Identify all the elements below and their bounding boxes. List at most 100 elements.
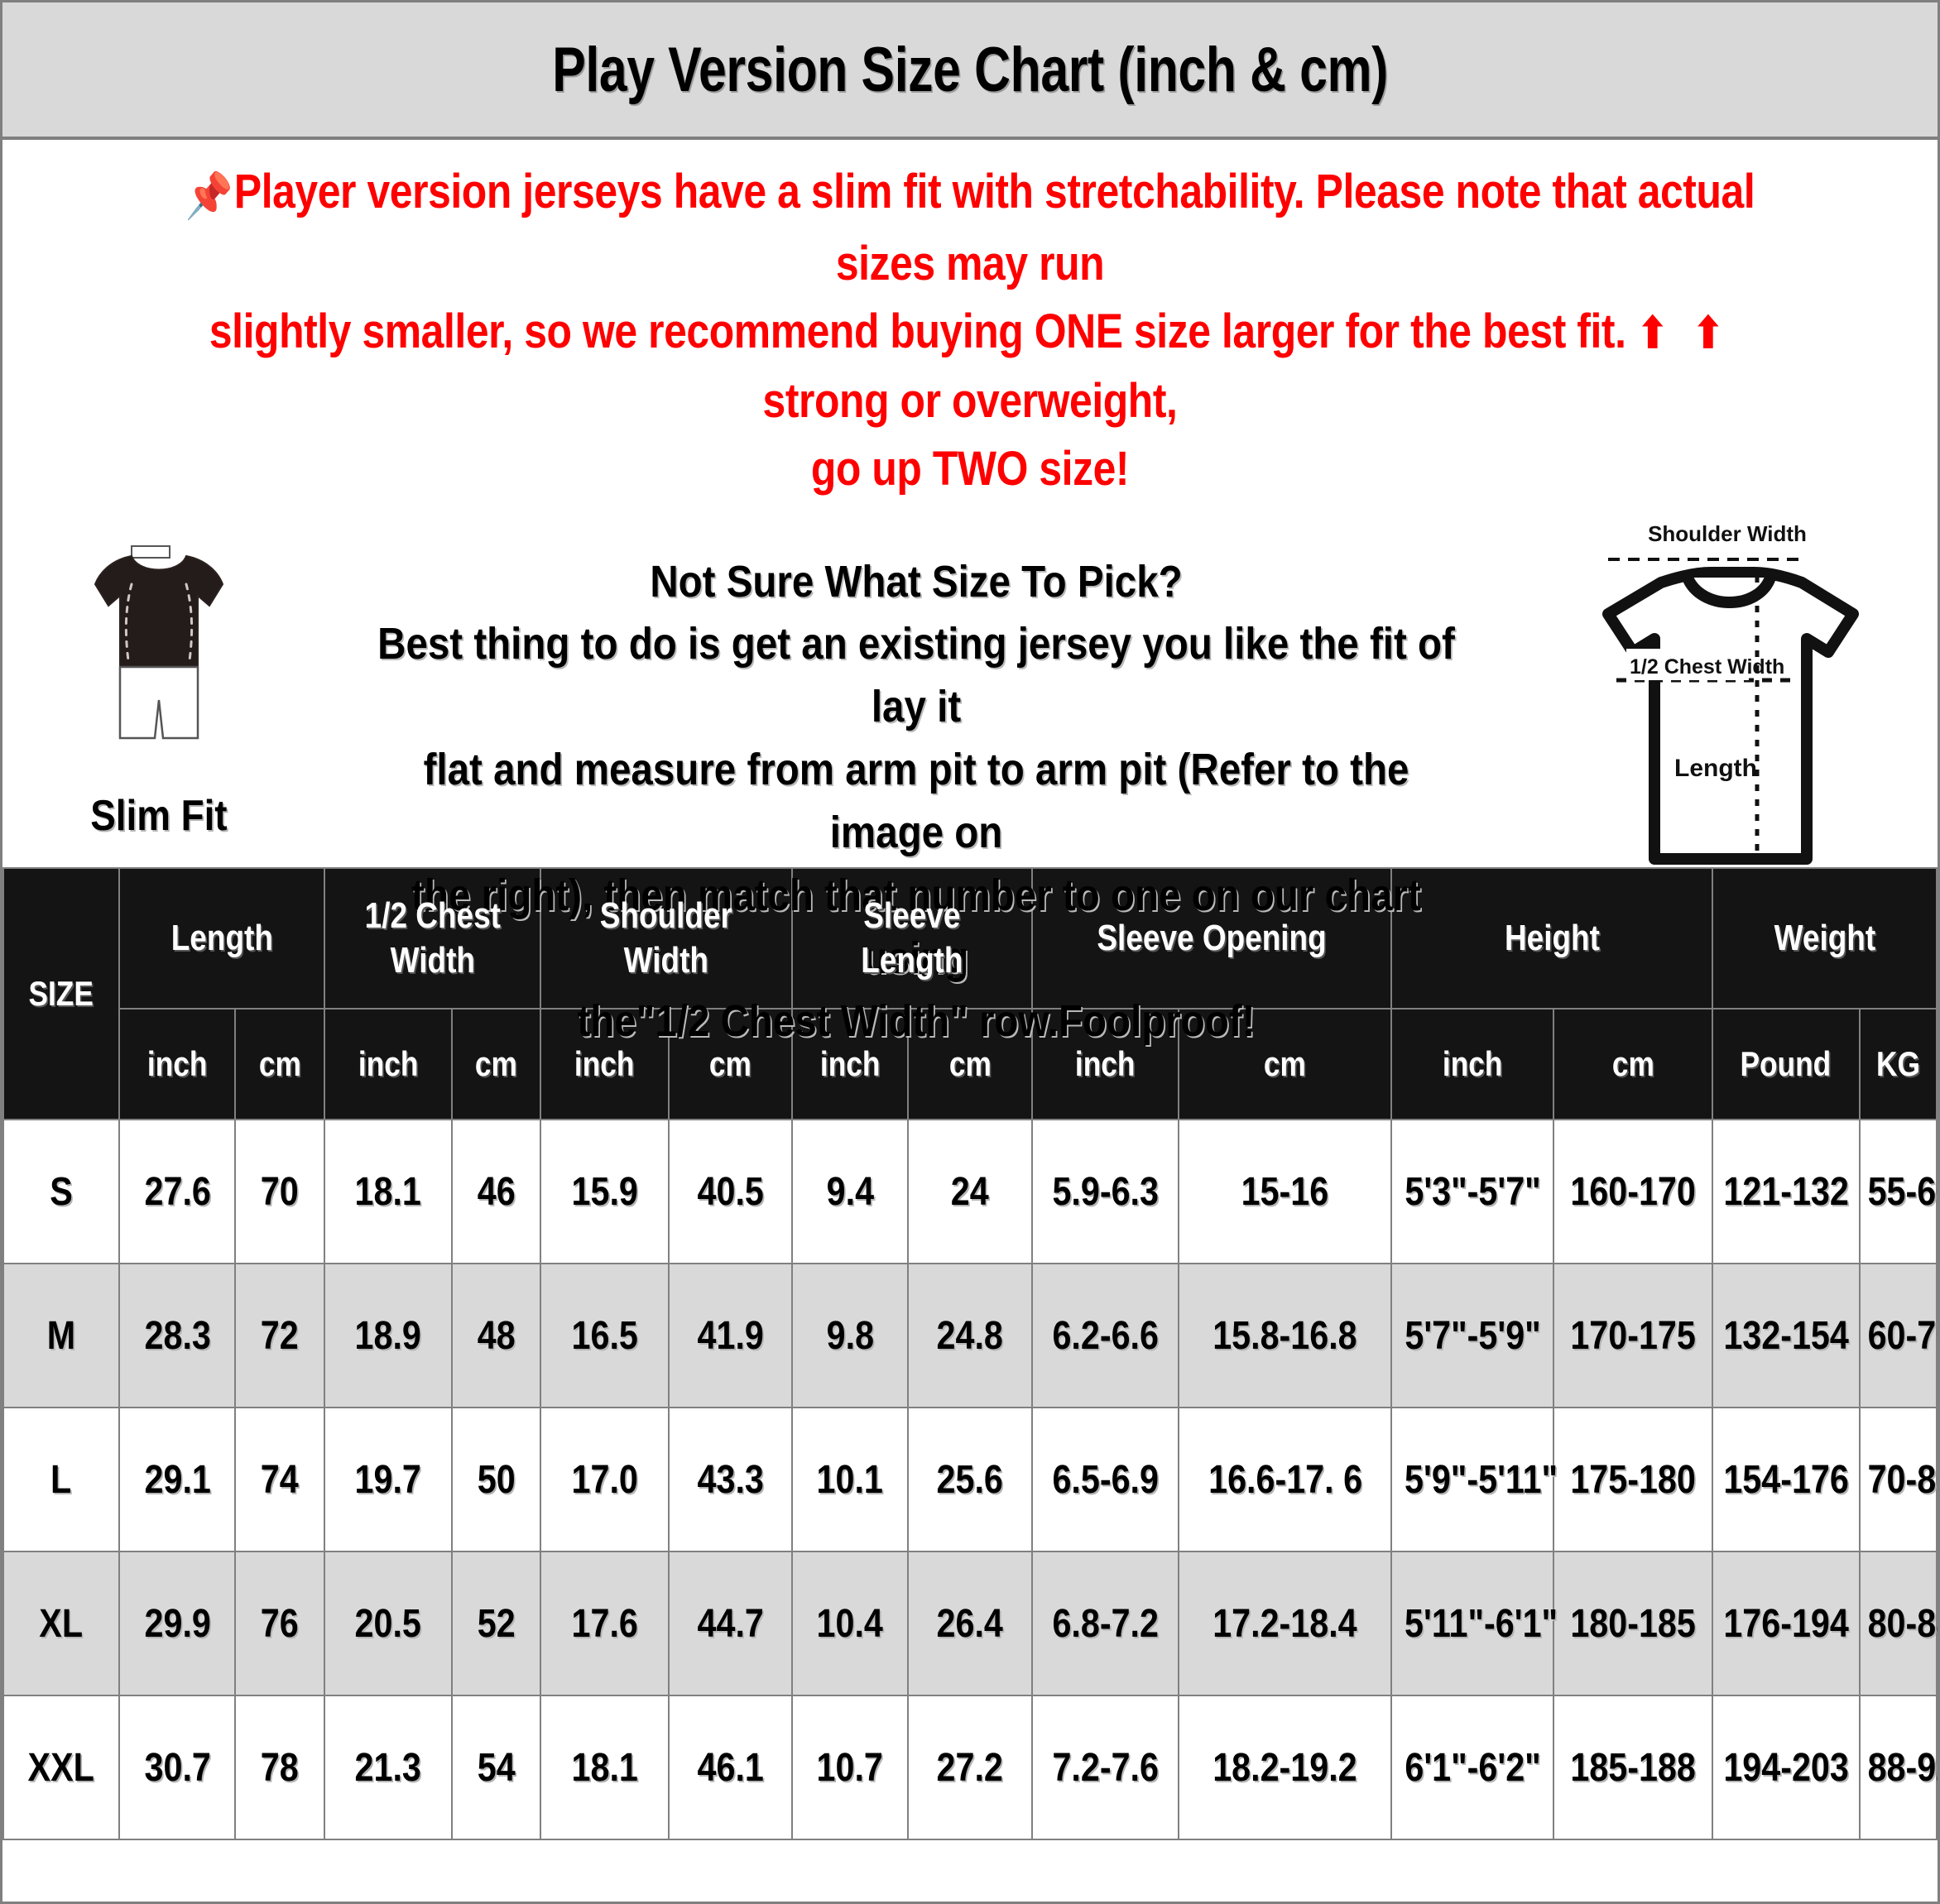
cell-measurement: 17.2-18.4 [1178,1551,1393,1696]
size-value: M [46,1313,76,1358]
cell-measurement: 9.4 [791,1119,910,1264]
cell-measurement: 44.7 [667,1551,794,1696]
measurement-value: 55-60 [1867,1169,1938,1214]
cell-measurement: 29.9 [118,1551,237,1696]
tshirt-icon: Shoulder Width 1/2 Chest Width Length [1602,521,1859,865]
cell-size: XL [2,1551,121,1696]
measurement-value: 30.7 [144,1745,211,1790]
measurement-value: 29.1 [144,1457,211,1502]
slim-fit-label: Slim Fit [90,792,228,840]
notice-line-3: go up TWO size! [810,442,1130,496]
cell-measurement: 27.6 [118,1119,237,1264]
measurement-value: 185-188 [1570,1745,1696,1790]
measurement-value: 5'11"-6'1" [1405,1601,1558,1646]
cell-measurement: 6.8-7.2 [1030,1551,1180,1696]
measurement-value: 175-180 [1570,1457,1696,1502]
cell-measurement: 52 [450,1551,542,1696]
cell-measurement: 6'1"-6'2" [1390,1695,1555,1840]
cell-measurement: 5'3"-5'7" [1390,1119,1555,1264]
size-value: XL [39,1601,84,1646]
measurement-value: 70 [261,1169,299,1214]
measurement-value: 5'9"-5'11" [1405,1457,1558,1502]
cell-measurement: 17.0 [540,1407,670,1552]
cell-measurement: 24.8 [907,1263,1033,1408]
header-unit-half-chest-inch: inch [323,1008,453,1120]
half-chest-width-label: 1/2 Chest Width [1630,655,1784,679]
help-question: Not Sure What Size To Pick? [650,557,1183,607]
measurement-value: 160-170 [1570,1169,1696,1214]
help-body-line-3: the right), then match that number to on… [411,870,1421,983]
table-row: XL 29.9 76 20.5 52 17.6 44.7 10.4 26.4 6.8-7.2 17.… [2,1551,1938,1696]
measurement-value: 6.8-7.2 [1052,1601,1159,1646]
measurement-value: 5'7"-5'9" [1405,1313,1541,1358]
notice-line-1-text: Player version jerseys have a slim fit w… [233,165,1755,290]
measurement-value: 15.9 [571,1169,638,1214]
cell-measurement: 70-80 [1858,1407,1938,1552]
measurement-value: 15-16 [1241,1169,1329,1214]
cell-measurement: 5'11"-6'1" [1390,1551,1558,1696]
cell-size: L [2,1407,121,1552]
table-row: XXL 30.7 78 21.3 54 18.1 46.1 10.7 27.2 7.2-7.6 18… [2,1695,1938,1840]
measurement-value: 5.9-6.3 [1052,1169,1159,1214]
cell-measurement: 17.6 [540,1551,670,1696]
measurement-value: 6'1"-6'2" [1405,1745,1541,1790]
measurement-value: 15.8-16.8 [1212,1313,1357,1358]
measurement-value: 21.3 [354,1745,422,1790]
measurement-value: 7.2-7.6 [1052,1745,1159,1790]
cell-measurement: 30.7 [118,1695,237,1840]
measurement-value: 43.3 [697,1457,764,1502]
size-value: L [50,1457,72,1502]
cell-measurement: 21.3 [323,1695,453,1840]
header-unit-height-cm: cm [1553,1008,1713,1120]
cell-measurement: 16.6-17. 6 [1178,1407,1393,1552]
header-group-sleeve-opening: Sleeve Opening [1030,867,1393,1010]
size-value: XXL [27,1745,95,1790]
header-unit-length-inch: inch [118,1008,237,1120]
header-unit-weight-pound: Pound [1711,1008,1861,1120]
measurement-value: 40.5 [697,1169,764,1214]
header-group-sleeve-length: Sleeve Length [791,867,1033,1010]
measurement-value: 24.8 [936,1313,1004,1358]
measurement-value: 46.1 [697,1745,764,1790]
measurement-value: 18.2-19.2 [1212,1745,1357,1790]
cell-measurement: 185-188 [1553,1695,1713,1840]
tshirt-measure-diagram: Shoulder Width 1/2 Chest Width Length [1537,511,1918,874]
measurement-value: 121-132 [1723,1169,1849,1214]
cell-measurement: 9.8 [791,1263,910,1408]
cell-measurement: 18.9 [323,1263,453,1408]
measurement-value: 78 [261,1745,299,1790]
measurement-value: 50 [477,1457,516,1502]
measurement-value: 27.6 [144,1169,211,1214]
measurement-value: 17.6 [571,1601,638,1646]
measurement-value: 74 [261,1457,299,1502]
cell-measurement: 18.1 [540,1695,670,1840]
measurement-value: 180-185 [1570,1601,1696,1646]
measurement-value: 10.7 [816,1745,884,1790]
cell-measurement: 60-70 [1858,1263,1938,1408]
notice-line-1: 📌Player version jerseys have a slim fit … [162,158,1778,298]
cell-measurement: 194-203 [1711,1695,1861,1840]
cell-measurement: 16.5 [540,1263,670,1408]
measurement-value: 5'3"-5'7" [1405,1169,1541,1214]
measurement-value: 20.5 [354,1601,422,1646]
cell-size: XXL [2,1695,121,1840]
cell-measurement: 5'7"-5'9" [1390,1263,1555,1408]
notice-line-2: slightly smaller, so we recommend buying… [162,298,1778,435]
measurement-value: 18.9 [354,1313,422,1358]
measurement-value: 52 [477,1601,516,1646]
measurement-value: 29.9 [144,1601,211,1646]
measurement-value: 10.1 [816,1457,884,1502]
table-row: S 27.6 70 18.1 46 15.9 40.5 9.4 24 5.9-6.3 15-16 5'… [2,1119,1938,1264]
size-table: SIZE Length 1/2 Chest Width Shoulder Wid… [2,867,1938,1840]
measurement-value: 76 [261,1601,299,1646]
cell-measurement: 15.8-16.8 [1178,1263,1393,1408]
cell-measurement: 88-92 [1858,1695,1938,1840]
header-group-weight: Weight [1711,867,1938,1010]
measurement-value: 27.2 [936,1745,1004,1790]
header-unit-half-chest-cm: cm [450,1008,542,1120]
measurement-value: 6.2-6.6 [1052,1313,1159,1358]
cell-measurement: 46 [450,1119,542,1264]
cell-measurement: 6.5-6.9 [1030,1407,1180,1552]
measurement-value: 194-203 [1723,1745,1849,1790]
measurement-value: 17.2-18.4 [1212,1601,1357,1646]
